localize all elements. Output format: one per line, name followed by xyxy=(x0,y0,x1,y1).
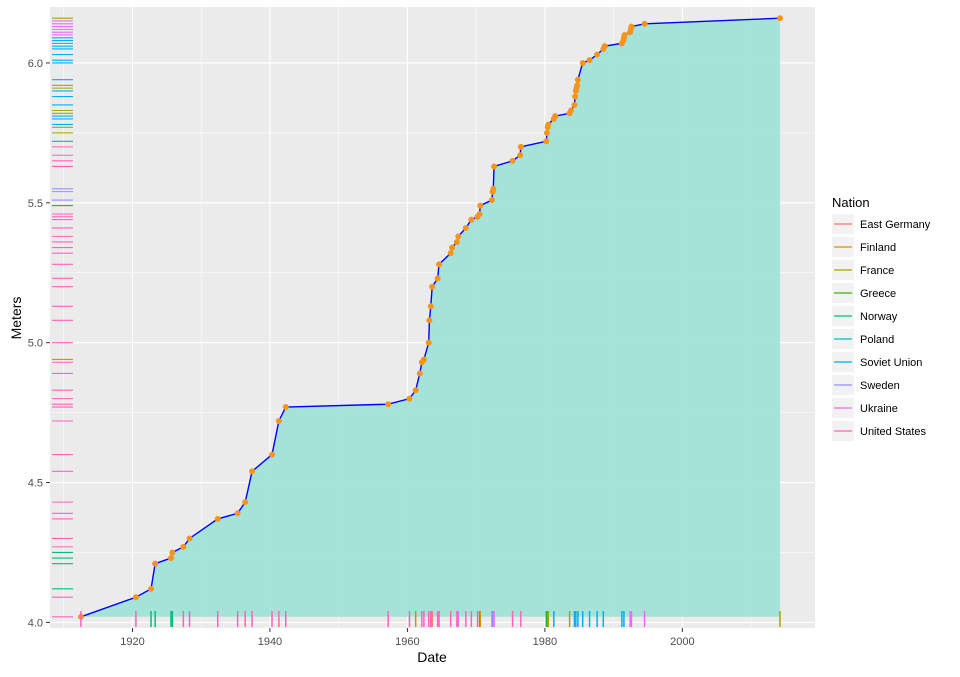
x-tick-label: 1980 xyxy=(533,636,557,648)
legend-label: East Germany xyxy=(860,219,931,231)
data-point xyxy=(186,535,193,542)
data-point xyxy=(420,356,427,363)
x-axis-title: Date xyxy=(417,649,447,665)
data-point xyxy=(468,216,475,223)
data-point xyxy=(427,303,434,310)
data-point xyxy=(601,43,608,50)
data-point xyxy=(776,15,783,22)
data-point xyxy=(275,418,282,424)
legend-label: Finland xyxy=(860,242,896,254)
y-tick-label: 4.5 xyxy=(28,478,43,490)
legend: Nation East Germany Finland France Greece No… xyxy=(832,195,931,441)
data-point xyxy=(490,185,497,192)
data-point xyxy=(477,202,484,209)
rug-y-layer xyxy=(52,17,73,618)
data-point xyxy=(148,585,155,592)
y-tick-label: 5.5 xyxy=(28,198,43,210)
data-point xyxy=(567,107,574,114)
legend-label: United States xyxy=(860,426,927,438)
data-point xyxy=(476,211,483,217)
data-point xyxy=(449,244,456,251)
data-point xyxy=(455,233,462,240)
data-point xyxy=(621,31,628,38)
data-point xyxy=(242,499,249,506)
data-point xyxy=(406,395,413,402)
point-layer xyxy=(77,15,783,620)
data-point xyxy=(543,129,550,136)
legend-label: Norway xyxy=(860,311,898,323)
data-point xyxy=(462,224,469,231)
data-point xyxy=(579,59,586,66)
legend-entries: East Germany Finland France Greece Norway Pol… xyxy=(832,214,931,441)
data-point xyxy=(385,401,392,408)
y-axis-title: Meters xyxy=(8,297,24,340)
data-point xyxy=(571,101,578,108)
data-point xyxy=(572,93,579,100)
data-point xyxy=(434,275,441,282)
data-point xyxy=(234,510,241,517)
data-point xyxy=(180,543,187,550)
y-tick-label: 6.0 xyxy=(28,58,43,70)
data-point xyxy=(574,76,581,83)
data-point xyxy=(436,261,443,268)
x-tick-label: 1920 xyxy=(120,636,144,648)
data-point xyxy=(426,317,433,324)
legend-title: Nation xyxy=(832,195,870,210)
axis-layer: 1920 1940 1960 1980 2000 4.0 4.5 5.0 5.5 6.0 xyxy=(28,58,695,648)
data-point xyxy=(509,157,516,164)
data-point xyxy=(425,339,432,346)
data-point xyxy=(249,468,256,475)
data-point xyxy=(586,57,593,64)
legend-label: Greece xyxy=(860,288,896,300)
data-point xyxy=(488,197,495,204)
rug-x-layer xyxy=(80,611,781,627)
data-point xyxy=(641,20,648,27)
x-tick-label: 1960 xyxy=(395,636,419,648)
data-point xyxy=(491,163,498,170)
data-point xyxy=(416,370,423,377)
data-point xyxy=(132,594,139,601)
data-point xyxy=(545,121,552,128)
data-point xyxy=(517,152,524,159)
data-point xyxy=(282,404,289,411)
y-tick-label: 5.0 xyxy=(28,338,43,350)
data-point xyxy=(453,238,460,245)
legend-label: Ukraine xyxy=(860,403,898,415)
data-point xyxy=(447,250,454,257)
x-tick-label: 1940 xyxy=(258,636,282,648)
data-point xyxy=(574,82,581,89)
data-point xyxy=(169,549,176,556)
data-point xyxy=(412,387,419,394)
data-point xyxy=(543,138,550,145)
data-point xyxy=(152,560,159,567)
data-point xyxy=(628,23,635,30)
x-tick-label: 2000 xyxy=(670,636,694,648)
y-tick-label: 4.0 xyxy=(28,617,43,629)
legend-label: Poland xyxy=(860,334,894,346)
data-point xyxy=(167,555,174,562)
legend-label: Sweden xyxy=(860,380,900,392)
data-point xyxy=(594,51,601,58)
data-point xyxy=(552,113,559,120)
legend-label: France xyxy=(860,265,894,277)
legend-label: Soviet Union xyxy=(860,357,922,369)
data-point xyxy=(269,451,276,458)
data-point xyxy=(517,143,524,150)
data-point xyxy=(429,283,436,290)
data-point xyxy=(214,515,221,522)
